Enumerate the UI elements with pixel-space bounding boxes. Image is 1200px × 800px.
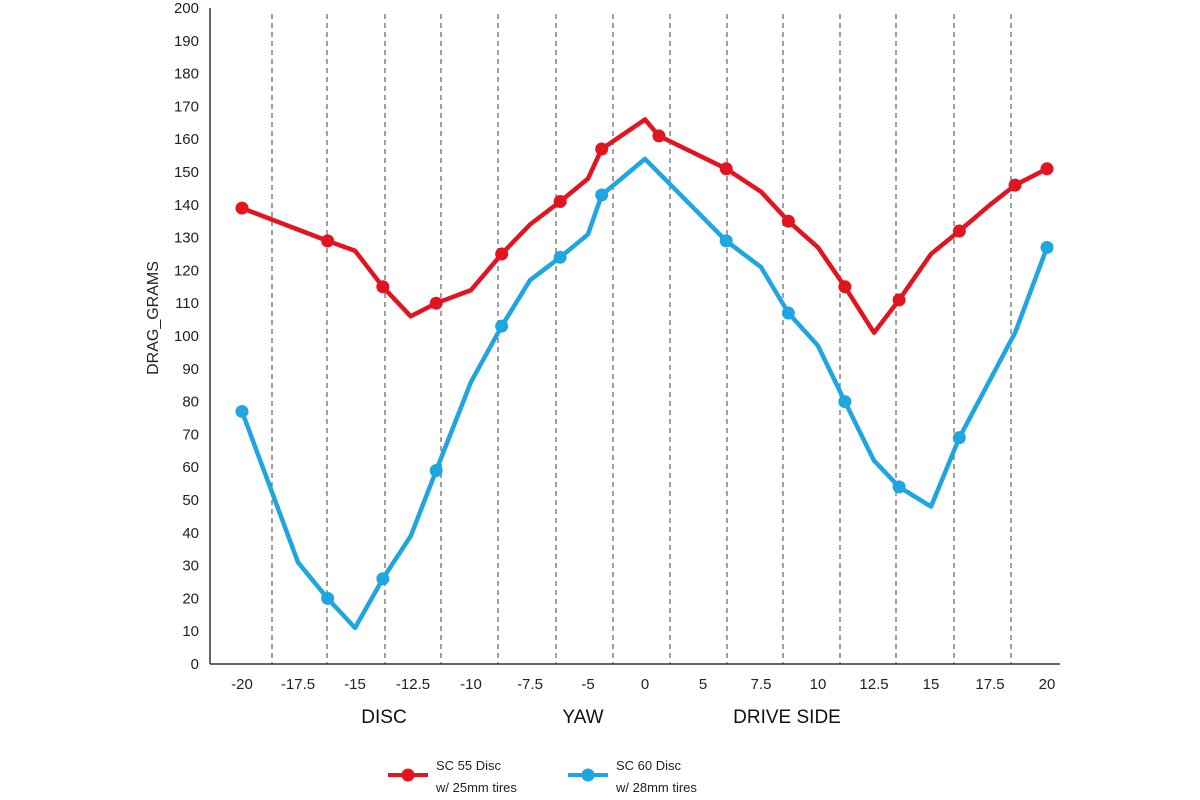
series-2-point xyxy=(235,404,249,418)
x-tick-label: 7.5 xyxy=(751,676,772,693)
series-2-point xyxy=(321,591,335,605)
y-tick-label: 160 xyxy=(174,131,199,148)
series-1-point xyxy=(838,280,852,294)
series-line-2 xyxy=(239,156,1050,631)
series-2-point xyxy=(838,395,852,409)
series-line-1 xyxy=(239,117,1050,335)
series-2-point xyxy=(495,319,509,333)
legend: SC 55 Disc w/ 25mm tires SC 60 Disc w/ 28mm… xyxy=(388,758,697,795)
x-region-label: DRIVE SIDE xyxy=(733,707,841,728)
x-tick-label: 10 xyxy=(810,676,827,693)
y-tick-label: 100 xyxy=(174,328,199,345)
series-2-point xyxy=(429,463,443,477)
series-1-point xyxy=(321,234,335,248)
x-tick-label: 20 xyxy=(1039,676,1056,693)
series-2-point xyxy=(781,306,795,320)
y-tick-label: 50 xyxy=(182,492,199,509)
series-1-point xyxy=(1040,162,1054,176)
y-tick-label: 70 xyxy=(182,426,199,443)
y-tick-label: 110 xyxy=(175,295,199,312)
series-1-point xyxy=(376,280,390,294)
vertical-gridlines xyxy=(271,14,1012,664)
x-region-label: DISC xyxy=(361,707,406,728)
series-1-point xyxy=(652,129,666,143)
y-tick-label: 0 xyxy=(191,656,199,673)
x-axis-ticks: -20 -17.5 -15 -12.5 -10 -7.5 -5 0 5 7.5 10 12.5 15 17… xyxy=(231,676,1055,693)
series-2-point xyxy=(952,431,966,445)
series-2-point xyxy=(719,234,733,248)
y-tick-label: 10 xyxy=(182,623,199,640)
series-1-point xyxy=(892,293,906,307)
series-2-point xyxy=(595,188,609,202)
y-tick-label: 170 xyxy=(174,98,199,115)
legend-swatch-marker xyxy=(581,768,595,782)
legend-label-line2: w/ 28mm tires xyxy=(615,780,697,795)
y-axis-label: DRAG_GRAMS xyxy=(145,261,162,375)
series-1-point xyxy=(553,195,567,209)
series-2-point xyxy=(1040,240,1054,254)
x-region-labels: DISC YAW DRIVE SIDE xyxy=(361,707,841,728)
series-2-point xyxy=(376,572,390,586)
y-tick-label: 130 xyxy=(174,230,199,247)
x-tick-label: -5 xyxy=(581,676,594,693)
x-tick-label: -10 xyxy=(460,676,482,693)
x-tick-label: -7.5 xyxy=(517,676,543,693)
x-tick-label: 5 xyxy=(699,676,707,693)
series-2-point xyxy=(892,480,906,494)
x-tick-label: -20 xyxy=(231,676,253,693)
x-tick-label: 0 xyxy=(641,676,649,693)
y-tick-label: 180 xyxy=(174,66,199,83)
y-tick-label: 190 xyxy=(174,33,199,50)
x-tick-label: 17.5 xyxy=(975,676,1004,693)
legend-label-line2: w/ 25mm tires xyxy=(435,780,517,795)
series-1-point xyxy=(595,142,609,156)
y-tick-label: 40 xyxy=(182,525,199,542)
y-tick-label: 30 xyxy=(182,558,199,575)
series-1-point xyxy=(1008,178,1022,192)
series-1-point xyxy=(952,224,966,238)
y-tick-label: 150 xyxy=(174,164,199,181)
legend-swatch-marker xyxy=(401,768,415,782)
y-tick-label: 80 xyxy=(182,394,199,411)
series-1-point xyxy=(235,201,249,215)
y-tick-label: 90 xyxy=(182,361,199,378)
y-tick-label: 200 xyxy=(174,0,199,17)
series-group xyxy=(235,117,1054,631)
series-1-point xyxy=(429,296,443,310)
x-tick-label: -12.5 xyxy=(396,676,430,693)
y-axis-ticks: 0 10 20 30 40 50 60 70 80 90 100 110 120 130 140 150 160… xyxy=(174,0,199,673)
x-tick-label: -17.5 xyxy=(281,676,315,693)
y-tick-label: 140 xyxy=(174,197,199,214)
x-tick-label: 12.5 xyxy=(859,676,888,693)
y-tick-label: 20 xyxy=(182,590,199,607)
x-tick-label: -15 xyxy=(344,676,366,693)
x-tick-label: 15 xyxy=(923,676,940,693)
y-tick-label: 60 xyxy=(182,459,199,476)
series-2-point xyxy=(553,250,567,264)
series-1-point xyxy=(781,214,795,228)
y-tick-label: 120 xyxy=(174,262,199,279)
x-region-label: YAW xyxy=(562,707,603,728)
series-1-point xyxy=(719,162,733,176)
legend-label-line1: SC 55 Disc xyxy=(436,758,502,773)
series-1-point xyxy=(495,247,509,261)
legend-label-line1: SC 60 Disc xyxy=(616,758,682,773)
